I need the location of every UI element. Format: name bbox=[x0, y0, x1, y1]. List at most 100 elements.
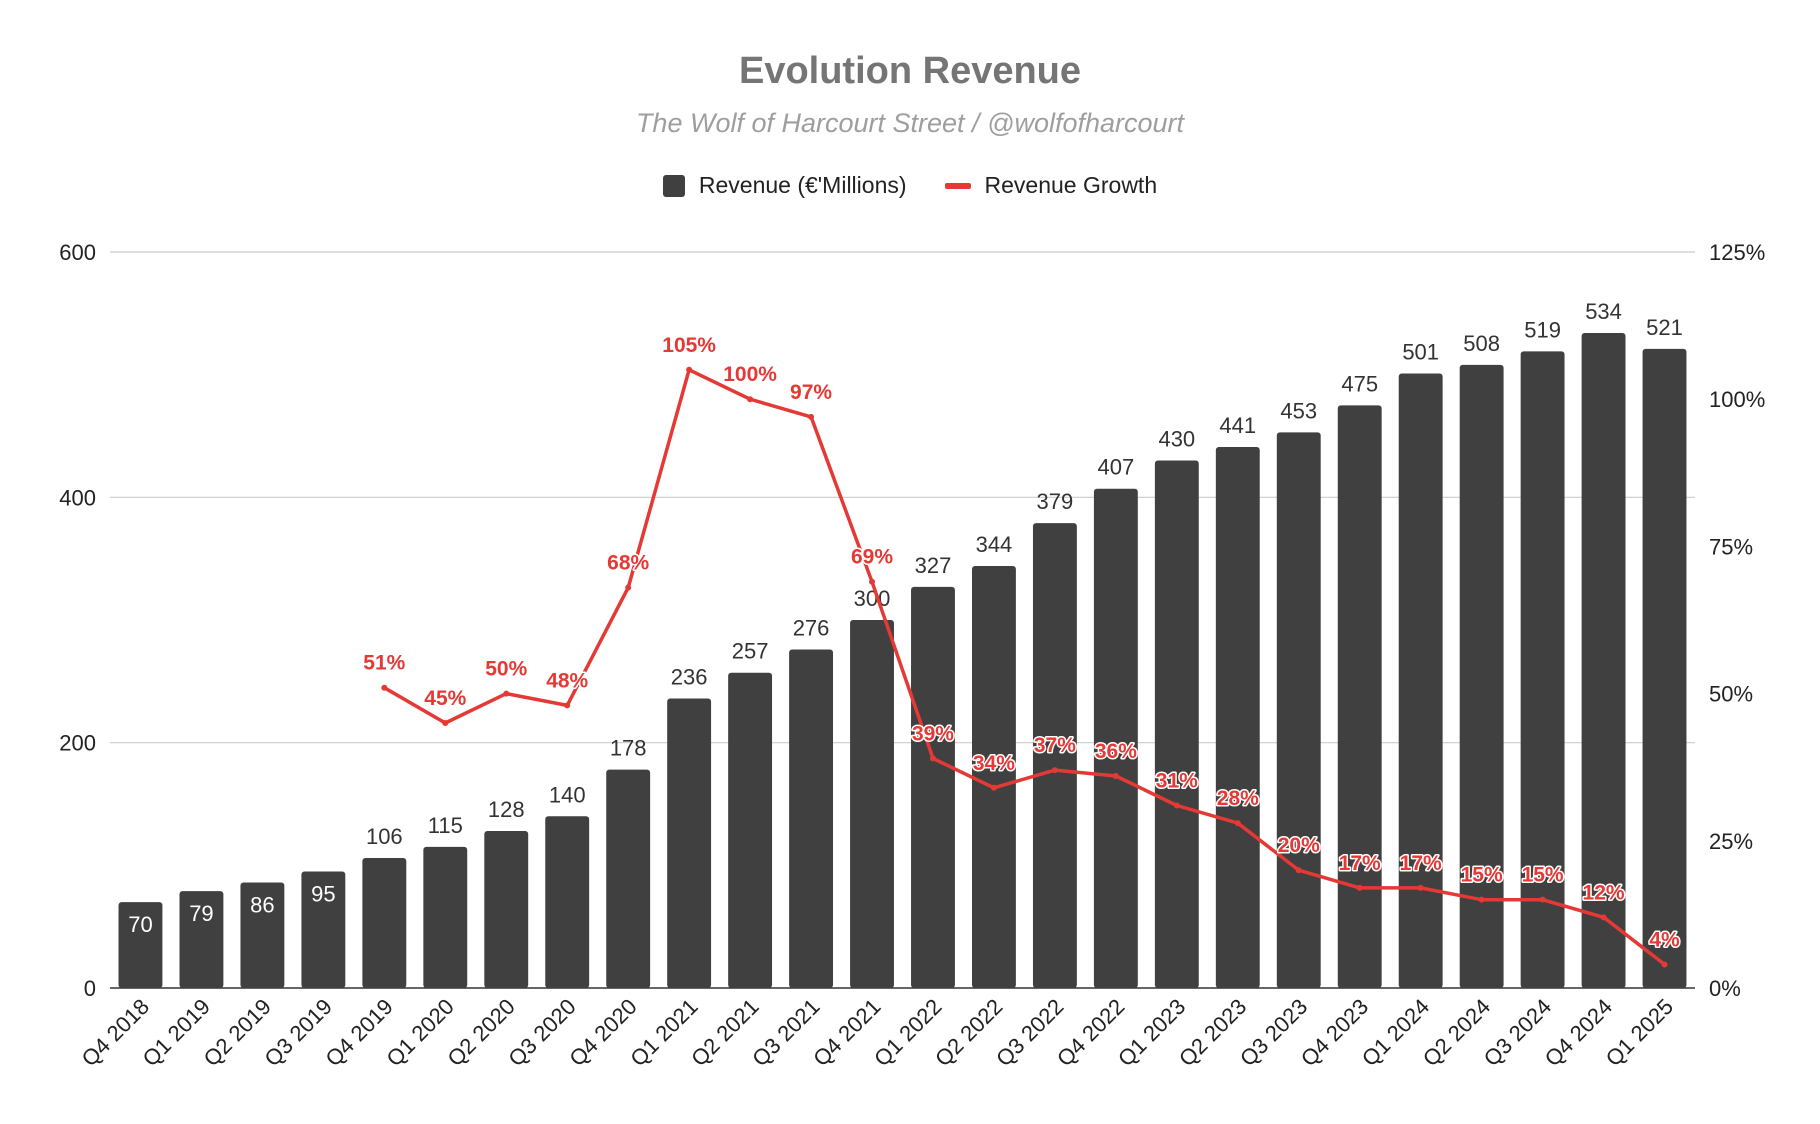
bar bbox=[301, 871, 346, 988]
bar-value-label: 475 bbox=[1341, 371, 1378, 396]
bar bbox=[240, 882, 285, 988]
bar bbox=[1398, 373, 1443, 988]
growth-point bbox=[442, 720, 449, 727]
bar bbox=[971, 566, 1016, 988]
y-left-tick-label: 400 bbox=[59, 485, 96, 510]
y-right-tick-label: 125% bbox=[1709, 240, 1765, 265]
chart-subtitle: The Wolf of Harcourt Street / @wolfofhar… bbox=[635, 108, 1185, 138]
bar bbox=[484, 830, 529, 988]
growth-point bbox=[869, 578, 876, 585]
bar-value-label: 236 bbox=[671, 665, 708, 690]
bar bbox=[1154, 460, 1199, 988]
growth-value-label: 68% bbox=[607, 552, 649, 575]
bar-value-label: 407 bbox=[1098, 455, 1135, 480]
growth-point bbox=[686, 366, 693, 373]
bar-value-label: 300 bbox=[854, 586, 891, 611]
bar bbox=[1276, 432, 1321, 988]
growth-value-label: 37% bbox=[1034, 734, 1076, 757]
growth-value-label: 17% bbox=[1400, 852, 1442, 875]
growth-value-label: 69% bbox=[851, 546, 893, 569]
legend-item-growth[interactable]: Revenue Growth bbox=[944, 172, 1157, 199]
growth-point bbox=[1173, 802, 1180, 809]
y-left-tick-label: 0 bbox=[84, 976, 96, 1001]
growth-point bbox=[1051, 767, 1058, 774]
growth-line bbox=[383, 368, 1666, 966]
growth-value-label: 105% bbox=[662, 334, 716, 357]
bar-value-label: 115 bbox=[428, 813, 463, 838]
growth-point bbox=[1661, 961, 1668, 968]
growth-point bbox=[564, 702, 571, 709]
bar bbox=[789, 649, 834, 988]
y-right-tick-label: 25% bbox=[1709, 829, 1753, 854]
bar bbox=[850, 620, 894, 988]
bar bbox=[1581, 332, 1626, 989]
bar bbox=[1093, 488, 1138, 988]
bar-value-label: 70 bbox=[128, 912, 152, 937]
growth-value-label: 31% bbox=[1156, 769, 1198, 792]
growth-point bbox=[1417, 884, 1424, 891]
bar-value-label: 441 bbox=[1219, 413, 1256, 438]
growth-point bbox=[381, 684, 388, 691]
growth-point bbox=[1539, 896, 1546, 903]
bar-value-label: 519 bbox=[1524, 317, 1561, 342]
growth-value-label: 45% bbox=[424, 687, 466, 710]
bar-value-label: 257 bbox=[732, 639, 769, 664]
bar-value-label: 106 bbox=[366, 824, 403, 849]
growth-point bbox=[1234, 820, 1241, 827]
y-left-tick-label: 200 bbox=[59, 731, 96, 756]
growth-value-label: 15% bbox=[1522, 864, 1564, 887]
bar-value-label: 508 bbox=[1463, 331, 1500, 356]
growth-point bbox=[929, 755, 936, 762]
bar-value-label: 140 bbox=[549, 782, 586, 807]
growth-value-label: 39% bbox=[912, 722, 954, 745]
growth-value-label: 51% bbox=[363, 652, 405, 675]
growth-value-label: 97% bbox=[790, 381, 832, 404]
growth-value-label: 17% bbox=[1339, 852, 1381, 875]
y-right-tick-label: 0% bbox=[1709, 976, 1741, 1001]
bar bbox=[118, 902, 163, 988]
bar-value-label: 501 bbox=[1402, 339, 1439, 364]
bar bbox=[362, 857, 407, 988]
growth-value-label: 12% bbox=[1583, 881, 1625, 904]
growth-point bbox=[1600, 914, 1607, 921]
bar bbox=[728, 672, 773, 988]
bar-value-label: 534 bbox=[1585, 299, 1622, 324]
bar bbox=[1337, 405, 1382, 988]
bar bbox=[606, 769, 651, 988]
bar-value-label: 344 bbox=[976, 532, 1013, 557]
growth-point bbox=[625, 584, 632, 591]
growth-value-label: 50% bbox=[485, 658, 527, 681]
bar-value-label: 95 bbox=[311, 881, 335, 906]
bar bbox=[423, 846, 468, 988]
growth-point bbox=[1478, 896, 1485, 903]
legend-swatch-growth bbox=[944, 182, 971, 189]
bar-value-label: 521 bbox=[1646, 315, 1683, 340]
legend-swatch-revenue bbox=[662, 174, 685, 197]
growth-point bbox=[1112, 773, 1119, 780]
bar bbox=[1642, 348, 1687, 988]
bar-value-label: 178 bbox=[610, 736, 647, 761]
growth-point bbox=[1295, 867, 1302, 874]
growth-value-label: 34% bbox=[973, 752, 1015, 775]
bar-value-label: 453 bbox=[1280, 398, 1317, 423]
bar bbox=[1215, 447, 1260, 988]
growth-point bbox=[747, 396, 754, 403]
y-left-tick-label: 600 bbox=[59, 240, 96, 265]
bar bbox=[179, 891, 224, 988]
bar-value-label: 86 bbox=[250, 893, 274, 918]
bar-value-label: 128 bbox=[488, 797, 525, 822]
bar bbox=[545, 816, 590, 988]
bar-value-label: 79 bbox=[189, 901, 213, 926]
bar bbox=[911, 586, 955, 988]
chart-title: Evolution Revenue bbox=[738, 50, 1082, 92]
bar bbox=[1520, 351, 1565, 988]
growth-value-label: 28% bbox=[1217, 787, 1259, 810]
bar bbox=[1032, 523, 1077, 988]
growth-point bbox=[1356, 884, 1363, 891]
bar bbox=[667, 698, 712, 988]
growth-value-label: 36% bbox=[1095, 740, 1137, 763]
growth-point bbox=[808, 413, 815, 420]
legend-item-revenue[interactable]: Revenue (€'Millions) bbox=[662, 172, 907, 199]
